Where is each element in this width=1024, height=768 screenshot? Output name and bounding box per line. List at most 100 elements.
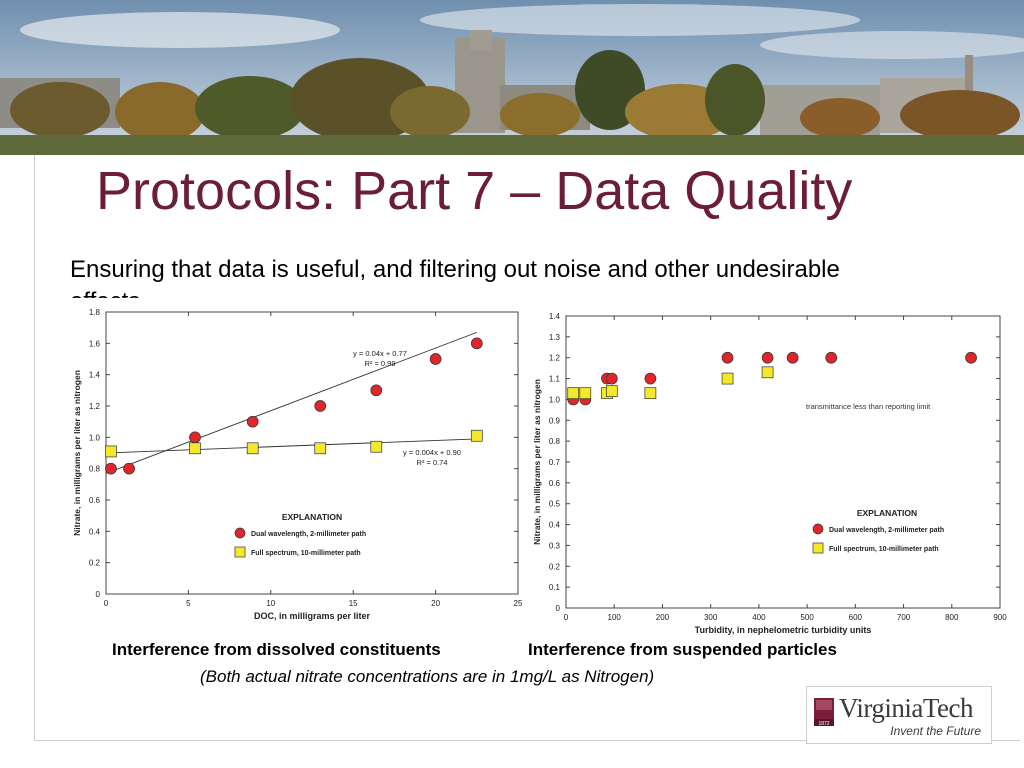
right-legend-marker-1: [812, 542, 824, 554]
right-point-series-1: [567, 387, 580, 400]
right-point-series-0: [721, 351, 734, 364]
left-point-series-1: [189, 442, 201, 455]
right-x-tick-label: 900: [993, 613, 1007, 622]
left-legend-label-0: Dual wavelength, 2-millimeter path: [251, 531, 366, 538]
right-x-tick-label: 100: [608, 613, 622, 622]
right-y-tick-label: 1.3: [549, 333, 561, 342]
left-y-tick-label: 0: [96, 590, 101, 599]
left-point-series-0: [370, 384, 383, 397]
right-y-tick-label: 0.4: [549, 521, 561, 530]
right-x-tick-label: 0: [564, 613, 569, 622]
right-x-tick-label: 300: [704, 613, 718, 622]
right-point-series-1: [644, 387, 657, 400]
right-x-tick-label: 200: [656, 613, 670, 622]
left-trendline-equation-0: y = 0.04x + 0.77: [353, 349, 407, 358]
left-y-tick-label: 1.6: [89, 339, 101, 348]
right-y-tick-label: 0.5: [549, 500, 561, 509]
right-y-tick-label: 0.9: [549, 416, 561, 425]
left-y-tick-label: 1.4: [89, 371, 101, 380]
right-y-tick-label: 0.3: [549, 541, 561, 550]
right-y-tick-label: 0.1: [549, 583, 561, 592]
right-legend-label-0: Dual wavelength, 2-millimeter path: [829, 527, 944, 534]
left-point-series-1: [314, 442, 327, 455]
left-legend-marker-0: [234, 527, 246, 539]
right-x-tick-label: 600: [849, 613, 863, 622]
right-point-series-0: [786, 351, 799, 364]
chart-nitrate-vs-turbidity-svg: 0 100 200 300 400 500 600 700 800 900 0 0.1 0.2 0.3 0.…: [532, 312, 1007, 635]
left-x-tick-label: 10: [266, 599, 275, 608]
vt-seal-icon: 1872: [814, 698, 834, 727]
left-point-series-0: [123, 462, 135, 475]
right-point-series-1: [761, 366, 774, 379]
right-y-axis-label: Nitrate, in milligrams per liter as nitr…: [532, 379, 542, 545]
chart-nitrate-vs-doc-svg: 0 5 10 15 20 25 0 0.2 0.4 0.6 0.8 1.0 1.2 1.4 1.6 1.8 DO…: [72, 308, 522, 621]
left-trendline-equation-1: y = 0.004x + 0.90: [403, 448, 461, 457]
left-legend-marker-1: [234, 546, 246, 558]
slide-frame: [34, 155, 1020, 741]
left-point-series-0: [189, 431, 201, 444]
left-y-tick-label: 1.8: [89, 308, 101, 317]
slide-title: Protocols: Part 7 – Data Quality: [96, 161, 853, 221]
right-point-series-1: [605, 385, 618, 397]
left-y-tick-label: 0.4: [89, 527, 101, 536]
right-point-series-0: [825, 351, 838, 364]
virginia-tech-logo: 1872 VirginiaTech Invent the Future: [806, 686, 992, 744]
right-legend-label-1: Full spectrum, 10-millimeter path: [829, 546, 939, 553]
left-x-axis-label: DOC, in milligrams per liter: [254, 611, 371, 621]
left-point-series-0: [429, 353, 442, 365]
left-y-axis-label: Nitrate, in milligrams per liter as nitr…: [72, 370, 82, 536]
chart-nitrate-vs-doc: 0 5 10 15 20 25 0 0.2 0.4 0.6 0.8 1.0 1.2 1.4 1.6 1.8 DO…: [60, 298, 522, 636]
campus-banner-image: [0, 0, 1024, 155]
left-trendline-r2-1: R² = 0.74: [416, 458, 447, 467]
right-point-series-0: [644, 372, 657, 385]
right-x-axis-label: Turbidity, in nephelometric turbidity un…: [695, 625, 872, 635]
right-point-series-0: [605, 372, 618, 385]
right-y-tick-label: 0.7: [549, 458, 561, 467]
left-y-tick-label: 1.0: [89, 433, 101, 442]
chart-nitrate-vs-turbidity: 0 100 200 300 400 500 600 700 800 900 0 0.1 0.2 0.3 0.…: [528, 300, 1010, 636]
left-y-tick-label: 1.2: [89, 402, 101, 411]
right-x-tick-label: 400: [752, 613, 766, 622]
right-x-tick-label: 800: [945, 613, 959, 622]
left-legend-label-1: Full spectrum, 10-millimeter path: [251, 550, 361, 557]
right-y-tick-label: 1.0: [549, 395, 561, 404]
left-point-series-0: [314, 400, 327, 412]
left-point-series-1: [370, 440, 383, 453]
right-legend-marker-0: [812, 523, 824, 535]
left-point-series-0: [105, 462, 117, 475]
left-x-tick-label: 5: [186, 599, 191, 608]
left-x-tick-label: 15: [349, 599, 358, 608]
right-annotation: transmittance less than reporting limit: [806, 402, 931, 411]
right-y-tick-label: 1.2: [549, 354, 561, 363]
left-point-series-0: [470, 337, 483, 350]
right-point-series-0: [761, 351, 774, 364]
right-legend-title: EXPLANATION: [857, 508, 917, 518]
right-y-tick-label: 0.8: [549, 437, 561, 446]
vt-seal-year: 1872: [818, 721, 829, 727]
right-point-series-1: [721, 372, 734, 385]
left-trendline-series-1: [105, 438, 477, 454]
left-x-tick-label: 20: [431, 599, 440, 608]
right-y-tick-label: 0.2: [549, 562, 561, 571]
right-point-series-0: [965, 351, 977, 364]
right-x-tick-label: 700: [897, 613, 911, 622]
right-point-series-1: [579, 387, 592, 400]
nitrate-note: (Both actual nitrate concentrations are …: [200, 667, 655, 686]
right-x-tick-label: 500: [800, 613, 814, 622]
left-point-series-0: [246, 415, 259, 428]
left-y-tick-label: 0.8: [89, 465, 101, 474]
logo-tagline: Invent the Future: [890, 724, 981, 738]
left-trendline-r2-0: R² = 0.99: [364, 359, 395, 368]
left-y-tick-label: 0.6: [89, 496, 101, 505]
right-plot-frame: [565, 315, 1001, 609]
left-point-series-1: [470, 429, 483, 442]
caption-suspended-particles: Interference from suspended particles: [528, 640, 837, 659]
logo-wordmark: VirginiaTech: [839, 693, 973, 723]
left-x-tick-label: 25: [514, 599, 522, 608]
left-x-tick-label: 0: [104, 599, 109, 608]
right-y-tick-label: 0.6: [549, 479, 561, 488]
right-y-tick-label: 0: [556, 604, 561, 613]
right-y-tick-label: 1.4: [549, 312, 561, 321]
left-plot-frame: [105, 311, 519, 595]
left-point-series-1: [246, 442, 259, 455]
